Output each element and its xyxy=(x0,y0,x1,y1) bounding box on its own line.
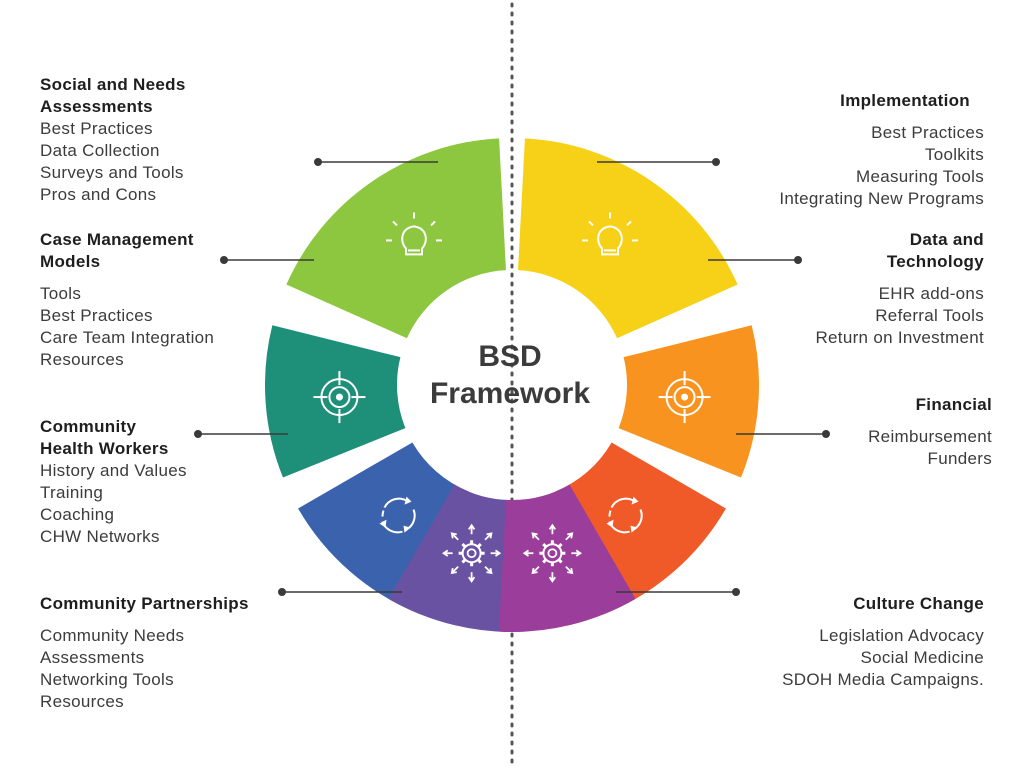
social-needs-text: Social and Needs Assessments Best Practi… xyxy=(40,74,186,206)
center-title-line1: BSD xyxy=(478,340,542,373)
implementation-text: Implementation Best Practices Toolkits M… xyxy=(779,90,984,210)
case-management-item: Best Practices xyxy=(40,306,153,325)
connector-dot xyxy=(822,430,830,438)
partnerships-heading: Community Partnerships xyxy=(40,594,249,613)
data-technology-item: Referral Tools xyxy=(875,306,984,325)
social-needs-heading-1: Social and Needs xyxy=(40,75,186,94)
social-needs-segment xyxy=(286,138,506,339)
center-title: BSD Framework xyxy=(410,338,610,412)
connector-dot xyxy=(712,158,720,166)
culture-change-item: SDOH Media Campaigns. xyxy=(782,670,984,689)
partnerships-item: Assessments xyxy=(40,648,145,667)
lightbulb-icon xyxy=(581,212,638,256)
partnerships-item: Community Needs xyxy=(40,626,185,645)
social-needs-item: Best Practices xyxy=(40,119,153,138)
social-needs-item: Pros and Cons xyxy=(40,185,157,204)
financial-item: Reimbursement xyxy=(868,427,992,446)
case-management-heading-1: Case Management xyxy=(40,230,194,249)
chw-item: Training xyxy=(40,483,104,502)
gear-arrows-icon xyxy=(442,523,502,583)
cycle-arrows-icon xyxy=(379,496,416,534)
cycle-arrows-icon xyxy=(606,496,643,534)
case-management-text: Case Management Models Tools Best Practi… xyxy=(40,229,214,371)
chw-heading-1: Community xyxy=(40,417,137,436)
implementation-item: Integrating New Programs xyxy=(779,189,984,208)
connector-dot xyxy=(278,588,286,596)
chw-item: CHW Networks xyxy=(40,527,160,546)
chw-item: History and Values xyxy=(40,461,187,480)
target-icon xyxy=(658,371,711,424)
center-title-line2: Framework xyxy=(429,377,591,410)
chw-text: Community Health Workers History and Val… xyxy=(40,416,187,548)
social-needs-heading-2: Assessments xyxy=(40,97,153,116)
data-technology-segment xyxy=(618,325,759,478)
chw-item: Coaching xyxy=(40,505,115,524)
connector-lines xyxy=(194,158,830,596)
social-needs-item: Data Collection xyxy=(40,141,160,160)
culture-change-item: Legislation Advocacy xyxy=(819,626,984,645)
target-icon xyxy=(313,371,366,424)
data-technology-item: EHR add-ons xyxy=(878,284,984,303)
partnerships-item: Networking Tools xyxy=(40,670,174,689)
social-needs-item: Surveys and Tools xyxy=(40,163,184,182)
connector-dot xyxy=(794,256,802,264)
culture-change-segment xyxy=(499,484,636,632)
implementation-segment xyxy=(518,138,738,339)
financial-item: Funders xyxy=(927,449,992,468)
gear-arrows-icon xyxy=(522,523,582,583)
case-management-segment xyxy=(265,325,406,478)
data-technology-text: Data and Technology EHR add-ons Referral… xyxy=(815,229,984,349)
culture-change-item: Social Medicine xyxy=(860,648,984,667)
financial-text: Financial Reimbursement Funders xyxy=(868,394,992,470)
connector-dot xyxy=(220,256,228,264)
connector-dot xyxy=(194,430,202,438)
connector-dot xyxy=(314,158,322,166)
financial-heading: Financial xyxy=(915,395,992,414)
case-management-heading-2: Models xyxy=(40,252,101,271)
case-management-item: Tools xyxy=(40,284,82,303)
culture-change-text: Culture Change Legislation Advocacy Soci… xyxy=(782,593,984,691)
implementation-item: Toolkits xyxy=(924,145,984,164)
partnerships-text: Community Partnerships Community Needs A… xyxy=(40,593,249,713)
community-partnerships-segment xyxy=(388,484,525,632)
data-technology-heading-1: Data and xyxy=(909,230,984,249)
case-management-item: Care Team Integration xyxy=(40,328,215,347)
implementation-item: Measuring Tools xyxy=(856,167,984,186)
chw-heading-2: Health Workers xyxy=(40,439,169,458)
implementation-heading: Implementation xyxy=(840,91,970,110)
data-technology-item: Return on Investment xyxy=(815,328,984,347)
partnerships-item: Resources xyxy=(40,692,124,711)
case-management-item: Resources xyxy=(40,350,124,369)
lightbulb-icon xyxy=(386,212,443,256)
culture-change-heading: Culture Change xyxy=(853,594,984,613)
connector-dot xyxy=(732,588,740,596)
data-technology-heading-2: Technology xyxy=(886,252,984,271)
implementation-item: Best Practices xyxy=(871,123,984,142)
